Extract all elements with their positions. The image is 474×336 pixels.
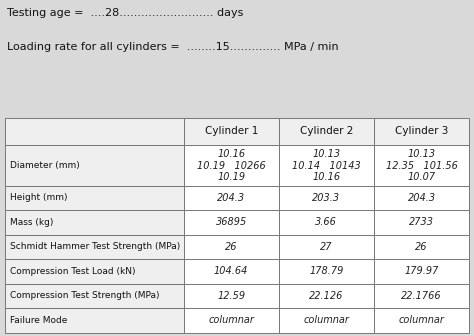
Text: Testing age =  ....28.......................... days: Testing age = ....28....................… <box>7 8 244 18</box>
Text: 2733: 2733 <box>409 217 434 227</box>
Text: 204.3: 204.3 <box>217 193 245 203</box>
Bar <box>5 259 183 284</box>
Text: columnar: columnar <box>399 316 445 325</box>
Bar <box>279 145 374 186</box>
Bar <box>279 308 374 333</box>
Bar <box>374 210 469 235</box>
Bar <box>5 186 183 210</box>
Bar <box>279 259 374 284</box>
Text: Cylinder 3: Cylinder 3 <box>395 126 448 136</box>
Bar <box>374 186 469 210</box>
Bar <box>279 118 374 145</box>
Text: Diameter (mm): Diameter (mm) <box>10 161 80 170</box>
Text: Failure Mode: Failure Mode <box>10 316 68 325</box>
Bar <box>374 118 469 145</box>
Text: 10.13
12.35   101.56
10.07: 10.13 12.35 101.56 10.07 <box>386 149 457 182</box>
Text: Loading rate for all cylinders =  ........15.............. MPa / min: Loading rate for all cylinders = .......… <box>7 42 339 52</box>
Text: Compression Test Strength (MPa): Compression Test Strength (MPa) <box>10 291 160 300</box>
Text: Cylinder 1: Cylinder 1 <box>204 126 258 136</box>
Bar <box>5 308 183 333</box>
Bar <box>5 145 183 186</box>
Bar <box>5 284 183 308</box>
Bar <box>374 145 469 186</box>
Text: 203.3: 203.3 <box>312 193 340 203</box>
Bar <box>183 235 279 259</box>
Bar <box>183 186 279 210</box>
Text: columnar: columnar <box>303 316 349 325</box>
Bar <box>183 284 279 308</box>
Text: 204.3: 204.3 <box>408 193 436 203</box>
Text: 179.97: 179.97 <box>404 266 439 277</box>
Bar <box>374 308 469 333</box>
Text: 26: 26 <box>415 242 428 252</box>
Bar <box>374 259 469 284</box>
Text: 26: 26 <box>225 242 237 252</box>
Bar <box>183 118 279 145</box>
Text: Compression Test Load (kN): Compression Test Load (kN) <box>10 267 136 276</box>
Bar <box>279 284 374 308</box>
Bar <box>374 235 469 259</box>
Text: columnar: columnar <box>208 316 254 325</box>
Text: 10.16
10.19   10266
10.19: 10.16 10.19 10266 10.19 <box>197 149 265 182</box>
Bar <box>183 259 279 284</box>
Text: 22.1766: 22.1766 <box>401 291 442 301</box>
Bar <box>279 186 374 210</box>
Text: 178.79: 178.79 <box>309 266 344 277</box>
Bar <box>5 210 183 235</box>
Text: 3.66: 3.66 <box>316 217 337 227</box>
Bar <box>5 235 183 259</box>
Bar <box>183 145 279 186</box>
Text: Mass (kg): Mass (kg) <box>10 218 54 227</box>
Text: Cylinder 2: Cylinder 2 <box>300 126 353 136</box>
Text: 12.59: 12.59 <box>217 291 245 301</box>
Text: Height (mm): Height (mm) <box>10 194 68 203</box>
Bar <box>183 308 279 333</box>
Text: 22.126: 22.126 <box>309 291 344 301</box>
Text: 27: 27 <box>320 242 333 252</box>
Text: Schmidt Hammer Test Strength (MPa): Schmidt Hammer Test Strength (MPa) <box>10 243 181 251</box>
Bar <box>279 235 374 259</box>
Text: 104.64: 104.64 <box>214 266 248 277</box>
Bar <box>374 284 469 308</box>
Bar <box>279 210 374 235</box>
Bar <box>5 118 183 145</box>
Bar <box>183 210 279 235</box>
Text: 36895: 36895 <box>216 217 247 227</box>
Text: 10.13
10.14   10143
10.16: 10.13 10.14 10143 10.16 <box>292 149 361 182</box>
